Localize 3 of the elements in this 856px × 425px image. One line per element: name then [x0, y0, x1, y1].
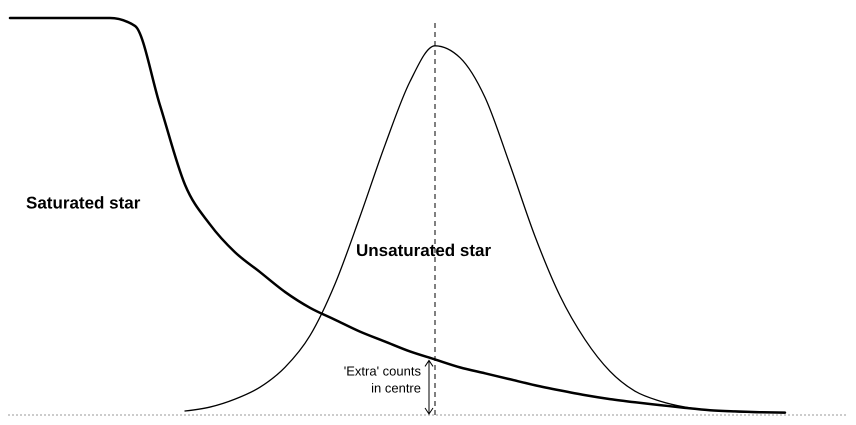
text: Saturated star: [26, 194, 141, 213]
annotation: 'Extra' counts in centre: [344, 363, 422, 396]
series-label: Unsaturated star: [356, 241, 492, 260]
